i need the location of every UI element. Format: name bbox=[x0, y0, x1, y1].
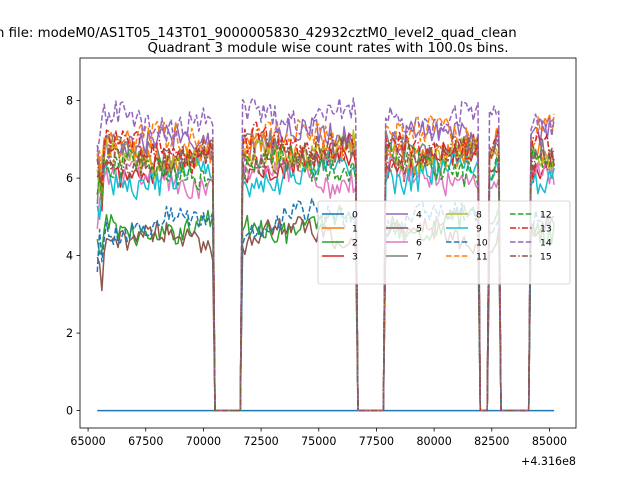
figure-suptitle: n file: modeM0/AS1T05_143T01_9000005830_… bbox=[0, 26, 517, 41]
axes-frame bbox=[79, 57, 577, 429]
legend-label-5: 5 bbox=[416, 224, 422, 235]
y-tick-label: 4 bbox=[66, 250, 73, 263]
x-tick-label: 77500 bbox=[359, 435, 394, 448]
chart-title: Quadrant 3 module wise count rates with … bbox=[148, 41, 509, 56]
legend-label-4: 4 bbox=[416, 210, 422, 221]
legend-label-1: 1 bbox=[352, 224, 358, 235]
legend-label-2: 2 bbox=[352, 238, 358, 249]
series-line-14 bbox=[96, 97, 555, 412]
series-line-15 bbox=[96, 133, 555, 412]
y-tick-label: 2 bbox=[66, 327, 73, 340]
legend-label-11: 11 bbox=[476, 252, 488, 263]
legend-label-8: 8 bbox=[476, 210, 482, 221]
legend-frame bbox=[317, 200, 571, 285]
x-tick-label: 82500 bbox=[474, 435, 509, 448]
x-tick-label: 85000 bbox=[532, 435, 567, 448]
x-offset-label: +4.316e8 bbox=[521, 455, 576, 468]
legend-label-15: 15 bbox=[540, 252, 552, 263]
x-tick-label: 80000 bbox=[416, 435, 451, 448]
x-tick-label: 67500 bbox=[128, 435, 163, 448]
x-axis: 65000 67500 70000 72500 75000 77500 80000 82500… bbox=[70, 428, 567, 448]
y-tick-label: 8 bbox=[66, 95, 73, 108]
legend-label-0: 0 bbox=[352, 210, 358, 221]
y-tick-label: 0 bbox=[66, 405, 73, 418]
legend-label-12: 12 bbox=[540, 210, 552, 221]
legend-label-10: 10 bbox=[476, 238, 488, 249]
legend-label-13: 13 bbox=[540, 224, 552, 235]
x-tick-label: 70000 bbox=[186, 435, 221, 448]
legend-label-6: 6 bbox=[416, 238, 422, 249]
legend-label-14: 14 bbox=[540, 238, 552, 249]
y-tick-label: 6 bbox=[66, 172, 73, 185]
x-tick-label: 75000 bbox=[301, 435, 336, 448]
x-tick-label: 72500 bbox=[243, 435, 278, 448]
x-tick-label: 65000 bbox=[70, 435, 105, 448]
legend-label-7: 7 bbox=[416, 252, 422, 263]
y-axis: 0 2 4 6 8 bbox=[66, 95, 80, 418]
legend-label-3: 3 bbox=[352, 252, 358, 263]
legend-label-9: 9 bbox=[476, 224, 482, 235]
